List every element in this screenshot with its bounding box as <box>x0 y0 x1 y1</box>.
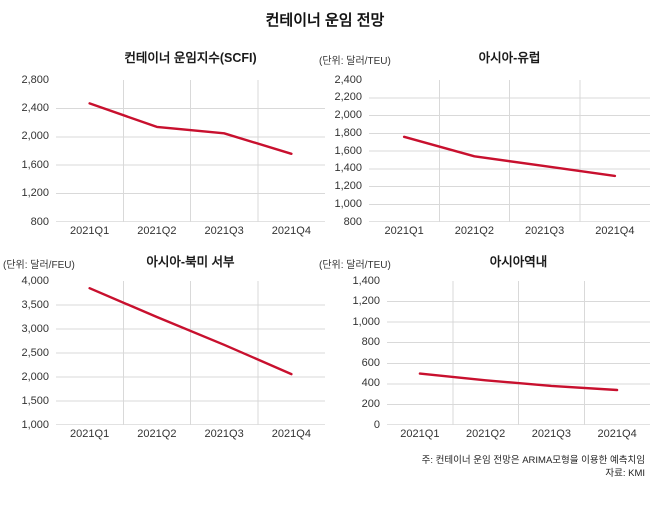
y-axis-tick-label: 2,400 <box>21 101 49 114</box>
y-axis-tick-label: 800 <box>361 336 380 349</box>
x-axis-tick-label: 2021Q1 <box>384 225 424 237</box>
chart-body: 800 1,000 1,200 1,400 1,600 1,800 2,000 2,200 2,… <box>325 74 650 228</box>
chart-header: (단위: 달러/TEU) 아시아-유럽 <box>319 49 650 68</box>
y-axis-tick-label: 1,600 <box>334 144 362 157</box>
y-axis-labels: 1,000 1,500 2,000 2,500 3,000 3,500 4,000 <box>0 275 56 431</box>
footnotes: 주: 컨테이너 운임 전망은 ARIMA모형을 이용한 예측치임 자료: KMI <box>0 454 650 480</box>
y-axis-tick-label: 600 <box>361 356 380 369</box>
y-axis-tick-label: 2,000 <box>21 370 49 383</box>
unit-label: (단위: 달러/FEU) <box>3 260 75 271</box>
y-axis-tick-label: 1,200 <box>334 180 362 192</box>
chart-scfi: 컨테이너 운임지수(SCFI) 800 1,200 1,600 2,000 2,400 2… <box>0 49 325 240</box>
unit-label: (단위: 달러/TEU) <box>319 260 391 271</box>
freight-rate-line <box>88 286 293 376</box>
x-axis-tick-label: 2021Q3 <box>204 225 244 237</box>
x-axis-tick-label: 2021Q2 <box>454 225 494 237</box>
x-axis-tick-label: 2021Q4 <box>271 225 311 237</box>
x-axis-labels: 2021Q1 2021Q2 2021Q3 2021Q4 <box>56 224 325 240</box>
y-axis-tick-label: 2,000 <box>334 109 362 121</box>
y-axis-labels: 0 200 400 600 800 1,000 1,200 1,400 <box>325 275 387 431</box>
chart-svg <box>387 281 650 425</box>
y-axis-tick-label: 1,200 <box>21 187 49 200</box>
chart-title: 아시아-유럽 <box>478 51 541 65</box>
y-axis-tick-label: 4,000 <box>21 274 49 287</box>
x-axis-tick-label: 2021Q2 <box>466 428 506 440</box>
plot-area <box>387 281 650 425</box>
y-axis-tick-label: 800 <box>343 215 362 228</box>
y-axis-tick-label: 3,500 <box>21 298 49 311</box>
chart-intra-asia: (단위: 달러/TEU) 아시아역내 0 200 400 600 800 1,000 1,2… <box>319 253 650 443</box>
x-axis-tick-label: 2021Q4 <box>597 428 637 440</box>
freight-rate-line <box>418 372 619 392</box>
chart-header: (단위: 달러/FEU) 아시아-북미 서부 <box>0 253 325 272</box>
y-axis-tick-label: 1,500 <box>21 394 49 407</box>
footnote-source: 자료: KMI <box>605 468 645 479</box>
chart-title: 아시아역내 <box>489 255 548 269</box>
x-axis-tick-label: 2021Q2 <box>137 428 177 440</box>
chart-title: 컨테이너 운임지수(SCFI) <box>124 51 257 65</box>
x-axis-labels: 2021Q1 2021Q2 2021Q3 2021Q4 <box>369 224 650 240</box>
y-axis-tick-label: 200 <box>361 397 380 410</box>
y-axis-tick-label: 0 <box>373 418 380 431</box>
y-axis-tick-label: 1,600 <box>21 158 49 171</box>
page-title: 컨테이너 운임 전망 <box>265 12 385 29</box>
chart-svg <box>56 80 325 222</box>
y-axis-tick-label: 2,200 <box>334 91 362 104</box>
chart-body: 1,000 1,500 2,000 2,500 3,000 3,500 4,000 <box>0 275 325 431</box>
y-axis-tick-label: 1,200 <box>352 295 380 308</box>
y-axis-tick-label: 1,400 <box>334 162 362 175</box>
chart-title: 아시아-북미 서부 <box>146 255 235 269</box>
chart-body: 0 200 400 600 800 1,000 1,200 1,400 <box>325 275 650 431</box>
y-axis-tick-label: 1,000 <box>21 418 49 431</box>
y-axis-tick-label: 2,000 <box>21 130 49 143</box>
y-axis-tick-label: 1,000 <box>352 315 380 328</box>
x-axis-tick-label: 2021Q4 <box>271 428 311 440</box>
y-axis-tick-label: 1,800 <box>334 126 362 139</box>
y-axis-labels: 800 1,000 1,200 1,400 1,600 1,800 2,000 2,200 2,… <box>325 74 369 228</box>
unit-label: (단위: 달러/TEU) <box>319 56 391 67</box>
chart-body: 800 1,200 1,600 2,000 2,400 2,800 <box>0 74 325 228</box>
chart-asia-northamerica-west: (단위: 달러/FEU) 아시아-북미 서부 1,000 1,500 2,000 2,… <box>0 253 325 443</box>
x-axis-labels: 2021Q1 2021Q2 2021Q3 2021Q4 <box>387 427 650 443</box>
x-axis-tick-label: 2021Q3 <box>525 225 565 237</box>
x-axis-labels: 2021Q1 2021Q2 2021Q3 2021Q4 <box>56 427 325 443</box>
chart-grid: 컨테이너 운임지수(SCFI) 800 1,200 1,600 2,000 2,400 2… <box>0 49 650 443</box>
x-axis-tick-label: 2021Q3 <box>531 428 571 440</box>
chart-header: (단위: 달러/TEU) 아시아역내 <box>319 253 650 272</box>
chart-svg <box>369 80 650 222</box>
x-axis-tick-label: 2021Q1 <box>70 428 110 440</box>
x-axis-tick-label: 2021Q3 <box>204 428 244 440</box>
y-axis-tick-label: 800 <box>30 215 49 228</box>
chart-asia-europe: (단위: 달러/TEU) 아시아-유럽 800 1,000 1,200 1,400 1,… <box>319 49 650 240</box>
y-axis-tick-label: 3,000 <box>21 322 49 335</box>
x-axis-tick-label: 2021Q1 <box>70 225 110 237</box>
y-axis-tick-label: 2,800 <box>21 73 49 86</box>
chart-svg <box>56 281 325 425</box>
y-axis-labels: 800 1,200 1,600 2,000 2,400 2,800 <box>0 74 56 228</box>
y-axis-tick-label: 2,400 <box>334 73 362 86</box>
footnote-method: 주: 컨테이너 운임 전망은 ARIMA모형을 이용한 예측치임 <box>421 455 645 466</box>
y-axis-tick-label: 2,500 <box>21 346 49 359</box>
x-axis-tick-label: 2021Q1 <box>400 428 440 440</box>
plot-area <box>56 80 325 222</box>
plot-area <box>56 281 325 425</box>
y-axis-tick-label: 1,400 <box>352 274 380 287</box>
x-axis-tick-label: 2021Q2 <box>137 225 177 237</box>
y-axis-tick-label: 1,000 <box>334 197 362 210</box>
y-axis-tick-label: 400 <box>361 377 380 390</box>
freight-rate-line <box>88 102 293 156</box>
chart-header: 컨테이너 운임지수(SCFI) <box>0 49 325 68</box>
x-axis-tick-label: 2021Q4 <box>595 225 635 237</box>
plot-area <box>369 80 650 222</box>
freight-rate-line <box>402 135 617 178</box>
